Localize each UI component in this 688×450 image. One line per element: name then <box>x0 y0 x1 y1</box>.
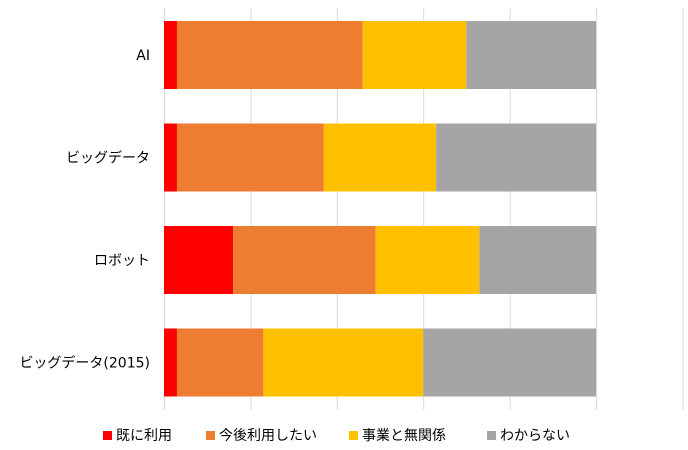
bar-2-series-2 <box>375 226 480 294</box>
bar-3-series-3 <box>423 328 596 397</box>
legend: 既に利用 今後利用したい 事業と無関係 わからない <box>103 428 570 444</box>
bar-1-series-2 <box>323 123 437 192</box>
bar-2-series-3 <box>479 226 596 294</box>
bar-3-series-0 <box>164 328 177 397</box>
bar-0-series-3 <box>466 21 596 89</box>
legend-label-3: わからない <box>500 428 570 444</box>
legend-swatch-0 <box>103 431 112 440</box>
legend-swatch-3 <box>487 431 496 440</box>
category-label: ビッグデータ <box>66 150 150 167</box>
bar-1-series-1 <box>176 123 324 192</box>
legend-label-1: 今後利用したい <box>219 428 317 444</box>
bar-3-series-2 <box>263 328 424 397</box>
bars <box>164 21 596 397</box>
bar-1-series-0 <box>164 123 177 192</box>
category-label: AI <box>136 48 150 64</box>
category-label: ロボット <box>94 253 150 269</box>
bar-2-series-1 <box>233 226 376 294</box>
bar-2-series-0 <box>164 226 234 294</box>
bar-3-series-1 <box>176 328 264 397</box>
bar-1-series-3 <box>436 123 596 192</box>
legend-swatch-1 <box>206 431 215 440</box>
legend-label-2: 事業と無関係 <box>362 428 446 444</box>
legend-swatch-2 <box>349 431 358 440</box>
bar-0-series-2 <box>362 21 467 89</box>
legend-label-0: 既に利用 <box>116 428 172 444</box>
category-label: ビッグデータ(2015) <box>19 355 150 372</box>
bar-0-series-0 <box>164 21 177 89</box>
bar-0-series-1 <box>176 21 363 89</box>
